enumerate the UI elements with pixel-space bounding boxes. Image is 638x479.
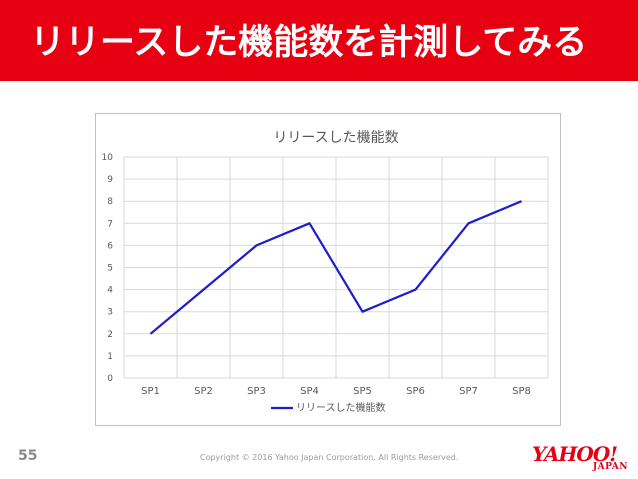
- y-tick-label: 8: [107, 197, 113, 207]
- y-tick-label: 3: [107, 308, 113, 318]
- x-tick-label: SP5: [353, 386, 372, 397]
- logo-sub-text: JAPAN: [592, 462, 628, 472]
- x-tick-label: SP6: [406, 386, 425, 397]
- y-tick-label: 5: [107, 264, 113, 274]
- x-tick-label: SP1: [141, 386, 160, 397]
- y-tick-label: 2: [107, 330, 113, 340]
- slide-header: リリースした機能数を計測してみる: [0, 0, 638, 81]
- x-tick-label: SP2: [194, 386, 213, 397]
- legend-label: リリースした機能数: [296, 401, 386, 414]
- x-tick-label: SP8: [512, 386, 531, 397]
- y-tick-label: 4: [107, 286, 113, 296]
- line-chart: リリースした機能数 0 1 2 3 4 5 6 7 8 9 10 SP1 SP2 SP3 SP4 SP5 SP6 S…: [102, 130, 549, 414]
- x-tick-label: SP4: [300, 386, 319, 397]
- slide-title: リリースした機能数を計測してみる: [30, 23, 588, 63]
- yahoo-japan-logo: YAHOO! JAPAN: [532, 442, 632, 476]
- page-number: 55: [18, 448, 38, 464]
- y-tick-label: 0: [107, 374, 113, 384]
- y-tick-label: 6: [107, 241, 113, 251]
- chart-frame: リリースした機能数 0 1 2 3 4 5 6 7 8 9 10 SP1 SP2 SP3 SP4 SP5 SP6 S…: [95, 113, 561, 426]
- y-tick-label: 7: [107, 219, 113, 229]
- logo-main-text: YAHOO!: [532, 442, 618, 466]
- y-tick-label: 9: [107, 175, 113, 185]
- x-tick-label: SP7: [459, 386, 478, 397]
- y-tick-label: 1: [107, 352, 113, 362]
- x-tick-label: SP3: [247, 386, 266, 397]
- series-line: [149, 200, 522, 335]
- copyright-text: Copyright © 2016 Yahoo Japan Corporation…: [200, 453, 459, 462]
- y-tick-label: 10: [102, 153, 114, 163]
- chart-title: リリースした機能数: [273, 130, 398, 146]
